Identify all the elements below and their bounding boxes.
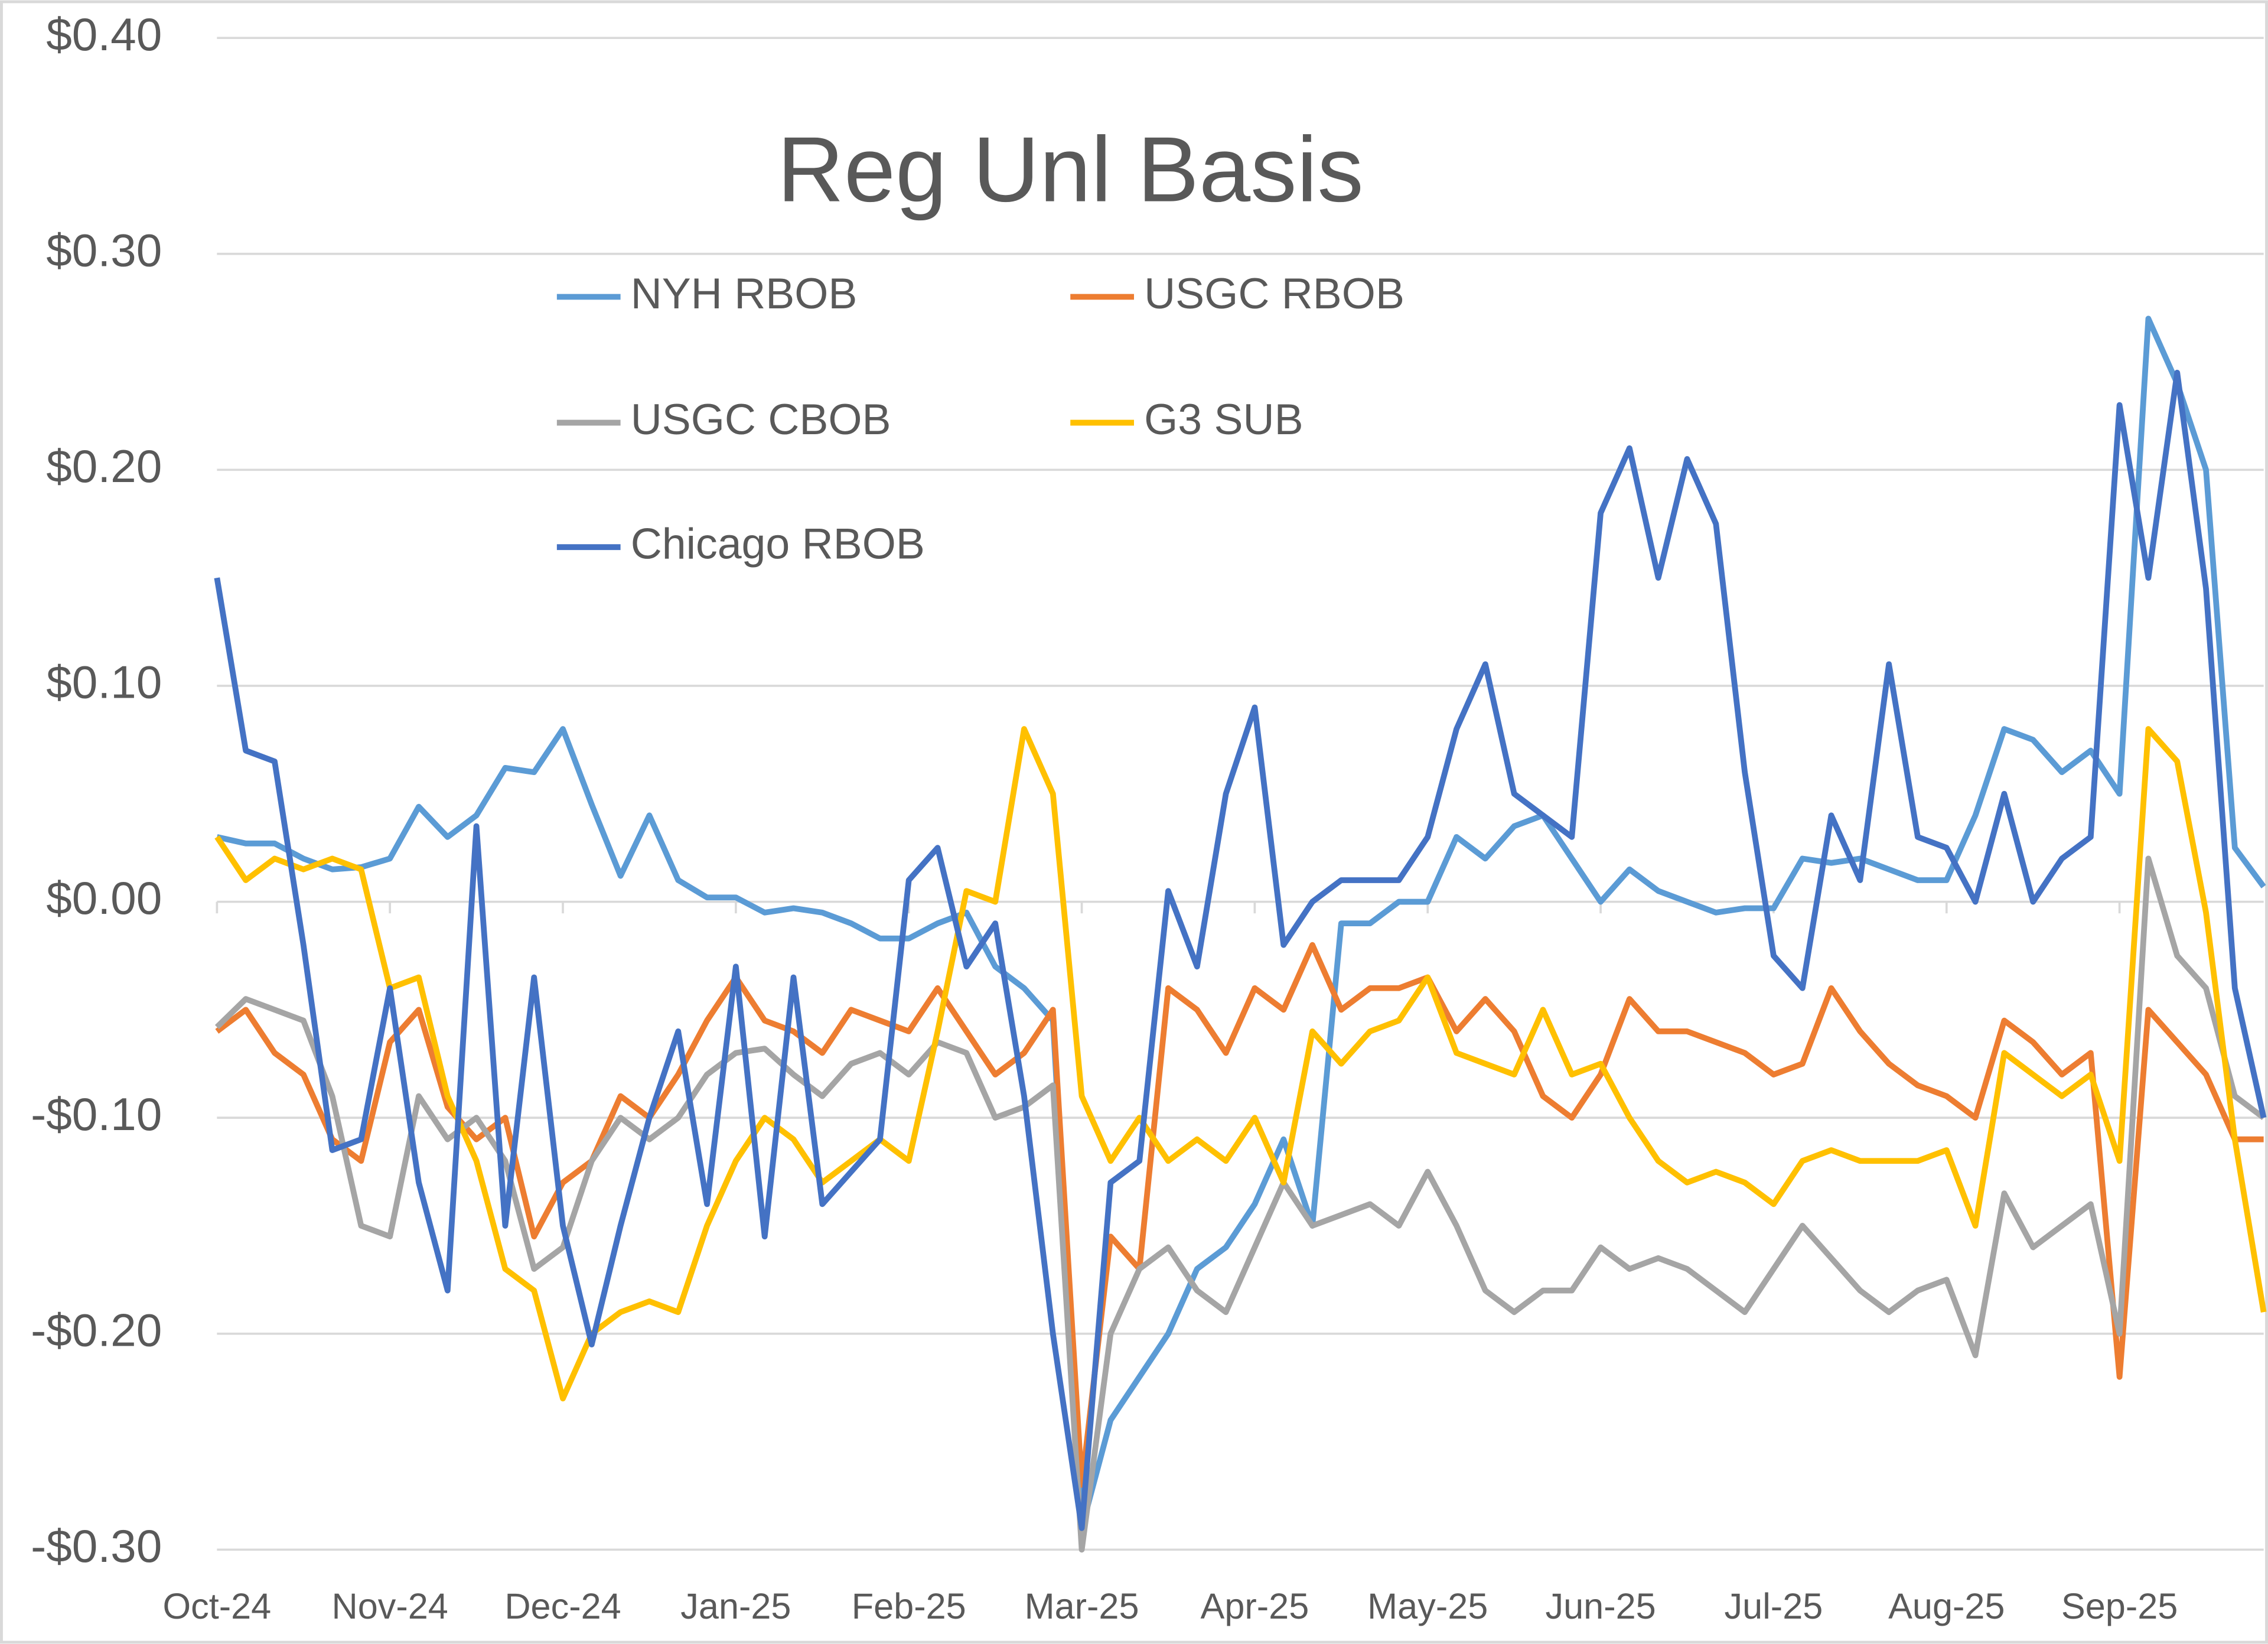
legend-label: Chicago RBOB	[631, 519, 925, 568]
x-tick-label: Oct-24	[162, 1586, 271, 1626]
y-tick-label: $0.40	[46, 8, 162, 60]
chart-title: Reg Unl Basis	[777, 118, 1364, 222]
series-line	[214, 369, 2267, 1531]
y-tick-label: $0.30	[46, 224, 162, 276]
x-tick-label: May-25	[1367, 1586, 1488, 1626]
y-tick-label: -$0.20	[31, 1304, 162, 1356]
x-tick-label: Jan-25	[680, 1586, 791, 1626]
series-line	[216, 315, 2266, 1531]
x-tick-label: Aug-25	[1888, 1586, 2005, 1626]
x-tick-label: Apr-25	[1201, 1586, 1309, 1626]
y-tick-label: -$0.10	[31, 1088, 162, 1140]
x-tick-label: Feb-25	[852, 1586, 966, 1626]
y-tick-label: -$0.30	[31, 1520, 162, 1572]
x-tick-label: Dec-24	[504, 1586, 621, 1626]
legend-label: USGC RBOB	[1144, 269, 1405, 318]
y-tick-label: $0.20	[46, 440, 162, 492]
legend-label: NYH RBOB	[631, 269, 858, 318]
x-tick-label: Nov-24	[332, 1586, 448, 1626]
legend-label: USGC CBOB	[631, 395, 891, 444]
y-tick-label: $0.10	[46, 656, 162, 708]
x-tick-label: Sep-25	[2061, 1586, 2178, 1626]
x-tick-label: Mar-25	[1025, 1586, 1139, 1626]
x-tick-label: Jul-25	[1725, 1586, 1823, 1626]
legend-label: G3 SUB	[1144, 395, 1303, 444]
series-line	[214, 855, 2266, 1553]
series-line	[214, 726, 2267, 1402]
y-tick-label: $0.00	[46, 872, 162, 924]
x-tick-label: Jun-25	[1545, 1586, 1656, 1626]
